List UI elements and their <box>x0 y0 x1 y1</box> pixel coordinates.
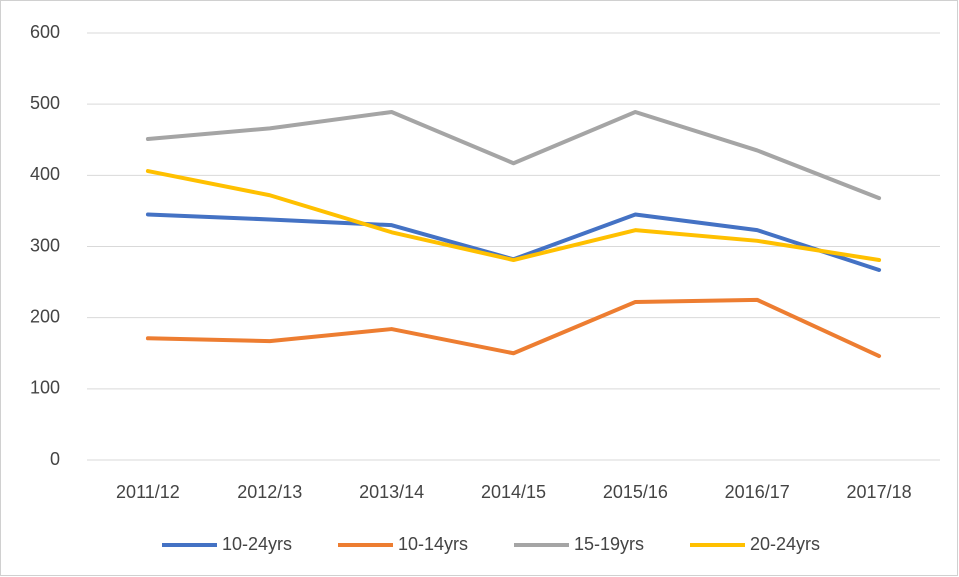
series-line <box>145 169 882 263</box>
y-tick-label: 200 <box>30 306 60 326</box>
x-tick-label: 2017/18 <box>847 482 912 502</box>
legend-label: 15-19yrs <box>574 534 644 554</box>
x-tick-label: 2012/13 <box>237 482 302 502</box>
series-line <box>145 109 882 201</box>
series-line <box>145 297 882 359</box>
x-tick-label: 2014/15 <box>481 482 546 502</box>
legend-label: 20-24yrs <box>750 534 820 554</box>
y-tick-label: 500 <box>30 93 60 113</box>
y-tick-label: 100 <box>30 378 60 398</box>
x-tick-label: 2015/16 <box>603 482 668 502</box>
legend-label: 10-24yrs <box>222 534 292 554</box>
x-tick-label: 2016/17 <box>725 482 790 502</box>
y-tick-label: 400 <box>30 164 60 184</box>
y-tick-label: 600 <box>30 22 60 42</box>
y-tick-label: 300 <box>30 235 60 255</box>
y-tick-label: 0 <box>50 449 60 469</box>
x-tick-label: 2011/12 <box>116 482 180 502</box>
legend-label: 10-14yrs <box>398 534 468 554</box>
x-tick-label: 2013/14 <box>359 482 424 502</box>
